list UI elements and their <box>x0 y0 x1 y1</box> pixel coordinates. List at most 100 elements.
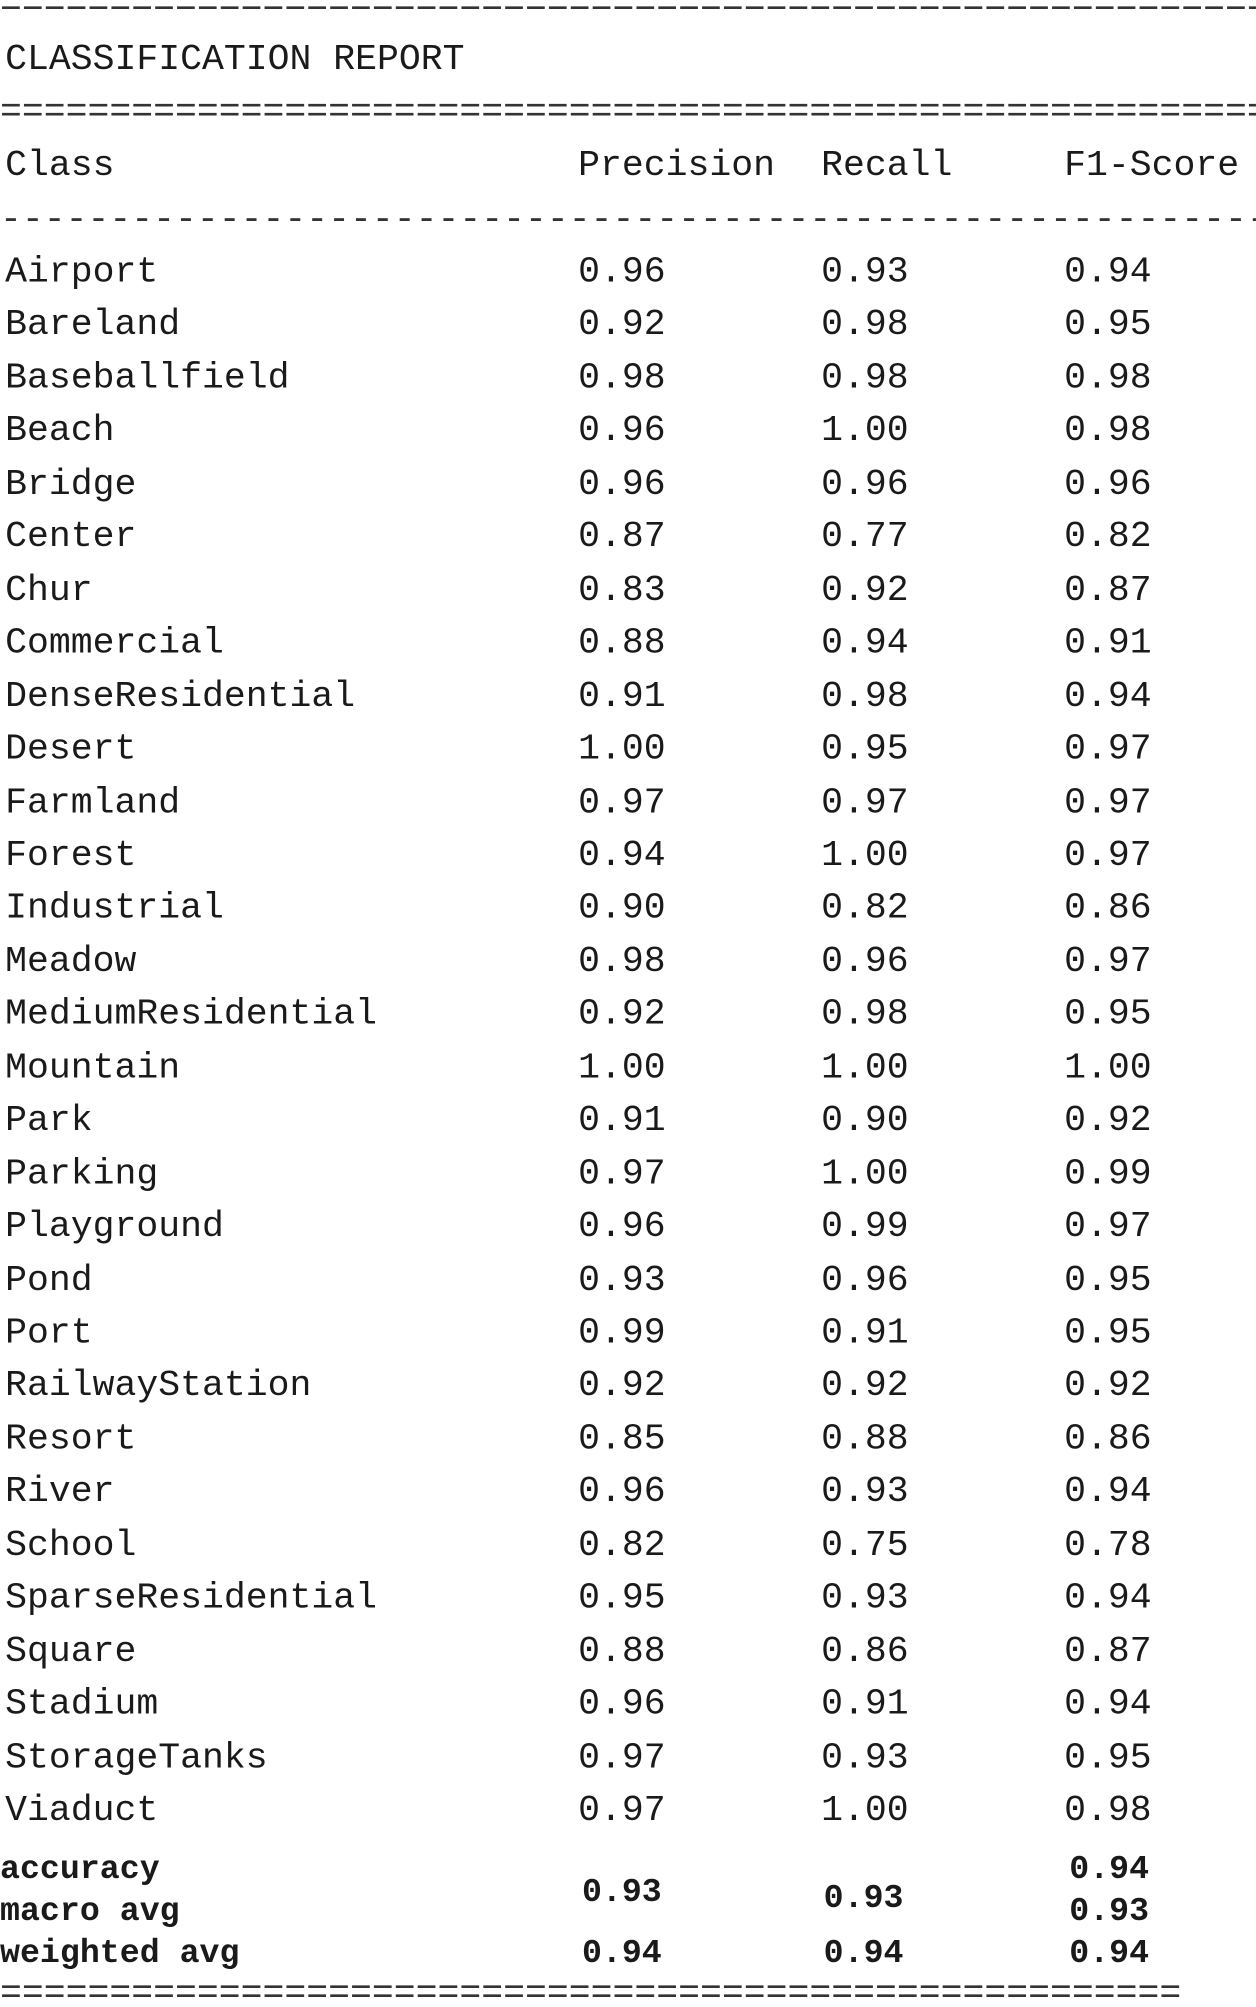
metric-value: 0.98 <box>1064 356 1152 399</box>
summary-label: accuracy <box>0 1849 160 1888</box>
metric-value: 0.88 <box>578 621 666 665</box>
summary-value: 0.94 <box>1069 1934 1150 1973</box>
metric-value: 0.95 <box>821 728 909 771</box>
class-name: Center <box>5 515 137 559</box>
metric-value: 0.91 <box>821 1683 909 1726</box>
metric-value: 0.95 <box>1064 993 1152 1036</box>
metric-value: 0.92 <box>821 1364 909 1407</box>
metric-value: 0.91 <box>578 675 666 718</box>
metric-value: 0.97 <box>578 1789 666 1832</box>
class-name: Square <box>5 1630 137 1673</box>
metric-value: 0.94 <box>821 621 909 665</box>
metric-value: 0.95 <box>1064 1736 1152 1779</box>
metric-value: 0.97 <box>578 1736 666 1779</box>
metric-value: 0.88 <box>578 1630 666 1673</box>
class-name: Bareland <box>5 303 181 346</box>
metric-value: 0.86 <box>1064 887 1152 930</box>
summary-label: weighted avg <box>0 1934 240 1973</box>
class-name: Parking <box>5 1152 159 1195</box>
metric-value: 0.88 <box>821 1417 909 1461</box>
metric-value: 0.97 <box>1064 781 1152 824</box>
metric-value: 0.98 <box>821 675 909 718</box>
summary-value: 0.93 <box>1069 1891 1150 1931</box>
metric-value: 0.91 <box>821 1311 909 1354</box>
report-title: CLASSIFICATION REPORT <box>5 38 465 81</box>
metric-value: 0.93 <box>578 1258 666 1301</box>
class-name: Chur <box>5 568 93 612</box>
metric-value: 1.00 <box>821 1152 909 1195</box>
metric-value: 0.99 <box>1064 1152 1152 1195</box>
class-name: Commercial <box>5 621 224 665</box>
class-name: Farmland <box>5 781 181 824</box>
class-name: Stadium <box>5 1683 159 1726</box>
metric-value: 0.87 <box>1064 1630 1152 1673</box>
metric-value: 0.94 <box>1064 675 1152 718</box>
metric-value: 0.99 <box>578 1311 666 1354</box>
class-name: Resort <box>5 1417 137 1461</box>
metric-value: 0.91 <box>1064 621 1152 665</box>
metric-value: 1.00 <box>578 728 666 771</box>
metric-value: 0.82 <box>821 887 909 930</box>
metric-value: 0.95 <box>1064 1258 1152 1301</box>
metric-value: 0.98 <box>821 356 909 399</box>
metric-value: 0.86 <box>1064 1417 1152 1461</box>
metric-value: 1.00 <box>821 1046 909 1089</box>
separator: ========================================… <box>0 1976 1182 2007</box>
metric-value: 0.83 <box>578 568 666 612</box>
metric-value: 0.92 <box>578 993 666 1036</box>
metric-value: 0.92 <box>821 568 909 612</box>
metric-value: 0.93 <box>821 1736 909 1779</box>
metric-value: 0.82 <box>578 1523 666 1567</box>
summary-value: 0.94 <box>581 1934 662 1973</box>
class-name: Port <box>5 1311 93 1354</box>
metric-value: 0.82 <box>1064 515 1152 559</box>
header-cell: F1-Score <box>1064 144 1240 187</box>
metric-value: 0.92 <box>578 1364 666 1407</box>
metric-value: 0.94 <box>1064 1470 1152 1514</box>
metric-value: 0.97 <box>821 781 909 824</box>
metric-value: 0.85 <box>578 1417 666 1461</box>
class-name: Desert <box>5 728 137 771</box>
metric-value: 0.98 <box>1064 409 1152 452</box>
metric-value: 0.90 <box>578 887 666 930</box>
metric-value: 0.97 <box>578 1152 666 1195</box>
class-name: Bridge <box>5 462 137 506</box>
class-name: DenseResidential <box>5 675 356 718</box>
metric-value: 0.96 <box>821 462 909 506</box>
metric-value: 0.95 <box>1064 1311 1152 1354</box>
metric-value: 0.98 <box>578 940 666 983</box>
summary-value: 0.93 <box>823 1879 904 1918</box>
metric-value: 0.96 <box>1064 462 1152 506</box>
metric-value: 0.86 <box>821 1630 909 1673</box>
metric-value: 0.96 <box>578 1683 666 1726</box>
metric-value: 0.96 <box>578 1470 666 1514</box>
metric-value: 0.87 <box>578 515 666 559</box>
metric-value: 0.99 <box>821 1205 909 1248</box>
metric-value: 0.96 <box>578 1205 666 1248</box>
metric-value: 0.98 <box>821 303 909 346</box>
metric-value: 0.96 <box>821 1258 909 1301</box>
class-name: Baseballfield <box>5 356 290 399</box>
metric-value: 0.97 <box>1064 834 1152 877</box>
metric-value: 1.00 <box>821 834 909 877</box>
class-name: Mountain <box>5 1046 181 1089</box>
class-name: SparseResidential <box>5 1576 377 1620</box>
metric-value: 1.00 <box>821 1789 909 1832</box>
header-cell: Class <box>5 144 115 187</box>
metric-value: 0.93 <box>821 1470 909 1514</box>
metric-value: 0.94 <box>1064 1576 1152 1620</box>
metric-value: 0.93 <box>821 1576 909 1620</box>
header-cell: Recall <box>821 144 953 187</box>
class-name: Industrial <box>5 887 224 930</box>
metric-value: 0.94 <box>1064 250 1152 293</box>
class-name: Forest <box>5 834 137 877</box>
metric-value: 1.00 <box>578 1046 666 1089</box>
summary-value: 0.94 <box>1069 1849 1150 1888</box>
separator: ========================================… <box>0 94 1256 131</box>
metric-value: 0.98 <box>821 993 909 1036</box>
metric-value: 0.91 <box>578 1099 666 1142</box>
metric-value: 0.97 <box>1064 940 1152 983</box>
metric-value: 0.96 <box>578 462 666 506</box>
summary-value: 0.94 <box>823 1934 904 1973</box>
